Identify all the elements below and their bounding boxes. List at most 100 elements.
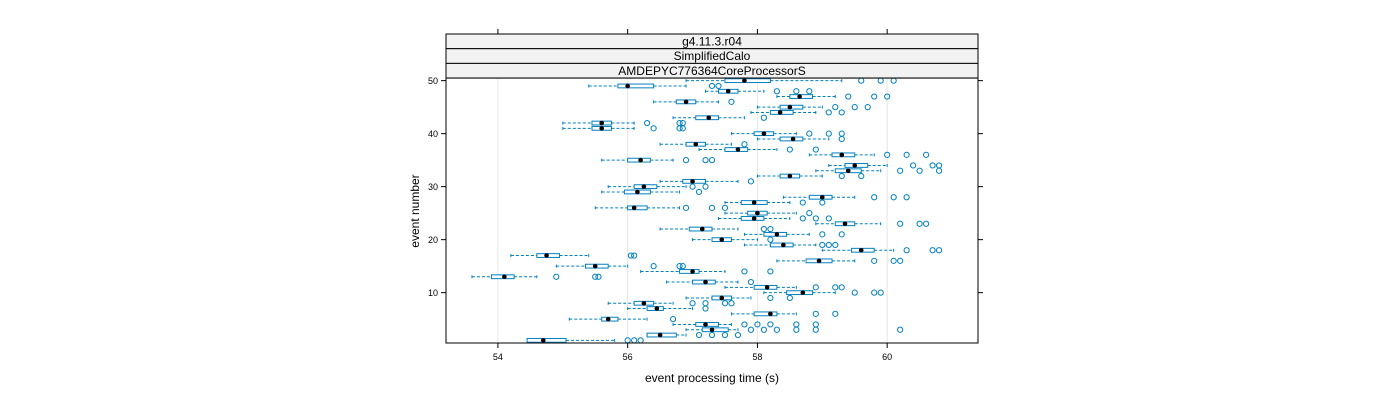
iqr-box bbox=[679, 269, 700, 274]
x-tick-label: 60 bbox=[882, 352, 892, 362]
box-event-17 bbox=[510, 252, 638, 259]
outlier-point bbox=[903, 151, 910, 158]
outlier-point bbox=[890, 257, 897, 264]
median-dot bbox=[842, 221, 848, 227]
median-dot bbox=[693, 141, 699, 147]
median-dot bbox=[774, 232, 780, 237]
box-event-49 bbox=[588, 82, 722, 90]
outlier-point bbox=[767, 225, 774, 233]
median-dot bbox=[751, 200, 757, 205]
median-dot bbox=[699, 226, 705, 232]
outlier-point bbox=[838, 109, 845, 116]
outlier-point bbox=[890, 77, 897, 84]
outlier-point bbox=[760, 225, 768, 233]
box-event-13 bbox=[471, 273, 602, 280]
median-dot bbox=[709, 327, 715, 333]
x-tick-label: 54 bbox=[493, 352, 503, 362]
median-dot bbox=[605, 316, 611, 322]
y-axis-label: event number bbox=[408, 174, 422, 247]
y-tick-label: 10 bbox=[428, 288, 438, 298]
outlier-point bbox=[682, 157, 690, 164]
box-event-2 bbox=[646, 331, 742, 339]
outlier-point bbox=[650, 125, 657, 132]
outlier-point bbox=[747, 178, 755, 185]
outlier-point bbox=[715, 82, 722, 90]
outlier-point bbox=[631, 337, 638, 344]
outlier-point bbox=[793, 326, 800, 333]
outlier-point bbox=[871, 289, 878, 296]
outlier-point bbox=[897, 326, 904, 333]
outlier-point bbox=[825, 241, 832, 249]
outlier-point bbox=[702, 300, 709, 307]
median-dot bbox=[797, 94, 802, 99]
outlier-point bbox=[786, 146, 793, 153]
iqr-box bbox=[701, 327, 729, 333]
box-event-9 bbox=[685, 294, 793, 302]
outlier-point bbox=[741, 321, 748, 328]
median-dot bbox=[845, 168, 851, 174]
box-event-31 bbox=[659, 178, 755, 185]
outlier-point bbox=[627, 252, 635, 259]
median-dot bbox=[706, 115, 712, 121]
outlier-point bbox=[806, 130, 813, 137]
box-event-40 bbox=[730, 130, 845, 137]
box-event-33 bbox=[815, 167, 943, 174]
box-event-28 bbox=[782, 194, 910, 201]
median-dot bbox=[852, 163, 858, 168]
iqr-box bbox=[617, 83, 655, 89]
median-dot bbox=[751, 216, 757, 221]
outlier-point bbox=[935, 162, 943, 169]
box-event-38 bbox=[659, 141, 748, 148]
outlier-point bbox=[721, 331, 729, 339]
median-dot bbox=[703, 279, 708, 285]
box-event-14 bbox=[640, 268, 774, 275]
outlier-point bbox=[682, 204, 690, 211]
box-event-6 bbox=[730, 310, 839, 317]
outlier-point bbox=[864, 104, 871, 111]
outlier-point bbox=[832, 241, 839, 249]
outlier-point bbox=[741, 141, 748, 148]
box-event-34 bbox=[828, 162, 943, 169]
outlier-point bbox=[825, 130, 832, 137]
y-tick-label: 20 bbox=[428, 235, 438, 245]
outlier-point bbox=[871, 194, 878, 201]
strip-layer: g4.11.3.r04SimplifiedCaloAMDEPYC776364Co… bbox=[445, 33, 979, 79]
box-event-15 bbox=[555, 263, 686, 270]
outlier-point bbox=[812, 146, 819, 153]
box-event-41 bbox=[562, 125, 686, 132]
box-event-39 bbox=[756, 135, 845, 143]
outlier-point bbox=[897, 167, 904, 174]
y-tick-label: 50 bbox=[428, 76, 438, 86]
outlier-point bbox=[679, 125, 686, 132]
outlier-point bbox=[669, 316, 677, 323]
median-dot bbox=[599, 126, 605, 131]
median-dot bbox=[735, 147, 741, 152]
median-dot bbox=[683, 99, 689, 105]
outlier-point bbox=[851, 104, 858, 111]
axis-layer: 54 56 58 60 10 20 30 40 50 bbox=[428, 29, 983, 362]
outlier-point bbox=[695, 331, 703, 339]
median-dot bbox=[790, 136, 796, 142]
median-dot bbox=[541, 338, 546, 343]
outlier-point bbox=[929, 162, 936, 169]
box-event-21 bbox=[743, 231, 845, 238]
outlier-point bbox=[773, 88, 780, 95]
strip-label-3: AMDEPYC776364CoreProcessorS bbox=[618, 64, 805, 78]
iqr-box bbox=[786, 290, 814, 296]
median-dot bbox=[592, 263, 598, 269]
outlier-point bbox=[812, 284, 819, 291]
outlier-point bbox=[644, 119, 651, 127]
outlier-point bbox=[812, 321, 819, 328]
outlier-point bbox=[884, 93, 891, 100]
x-tick-label: 58 bbox=[752, 352, 762, 362]
median-dot bbox=[703, 322, 708, 327]
iqr-box bbox=[526, 337, 567, 343]
median-dot bbox=[719, 237, 725, 242]
median-dot bbox=[742, 78, 747, 83]
outlier-point bbox=[728, 300, 735, 307]
box-event-5 bbox=[568, 316, 677, 323]
outlier-point bbox=[903, 247, 910, 254]
outlier-point bbox=[592, 273, 599, 280]
outlier-point bbox=[825, 215, 832, 222]
